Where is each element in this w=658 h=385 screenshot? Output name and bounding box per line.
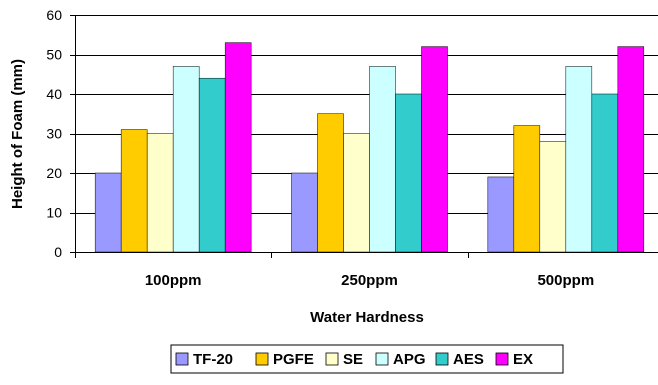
legend-label-se: SE: [343, 351, 363, 368]
x-axis-title: Water Hardness: [310, 309, 424, 326]
y-tick-label: 0: [54, 244, 62, 260]
y-tick-label: 10: [46, 205, 62, 221]
legend-label-pgfe: PGFE: [273, 351, 314, 368]
legend-swatch-tf-20: [175, 352, 189, 366]
legend: TF-20 PGFE SE APG AES EX: [170, 344, 564, 374]
x-category-label: 100ppm: [145, 272, 202, 289]
legend-label-ex: EX: [513, 351, 533, 368]
bar-pgfe-250ppm: [317, 113, 344, 253]
bar-tf-20-100ppm: [94, 172, 122, 253]
bar-ex-250ppm: [421, 46, 448, 253]
bar-aes-250ppm: [395, 93, 422, 253]
bar-tf-20-250ppm: [291, 172, 318, 253]
axes: [70, 15, 658, 258]
bar-se-100ppm: [146, 133, 174, 253]
y-tick-label: 60: [46, 7, 62, 23]
bar-tf-20-500ppm: [487, 176, 515, 253]
legend-label-apg: APG: [393, 351, 426, 368]
legend-swatch-ex: [495, 352, 509, 366]
bars: [94, 42, 645, 253]
x-category-label: 500ppm: [537, 272, 594, 289]
bar-pgfe-100ppm: [120, 129, 148, 253]
x-category-labels: 100ppm 250ppm 500ppm: [145, 272, 594, 289]
y-tick-label: 20: [46, 165, 62, 181]
y-tick-labels: 0 10 20 30 40 50 60: [46, 7, 62, 260]
legend-swatch-pgfe: [255, 352, 269, 366]
bar-aes-500ppm: [591, 93, 619, 253]
legend-label-aes: AES: [453, 351, 484, 368]
y-tick-label: 40: [46, 86, 62, 102]
y-tick-label: 30: [46, 126, 62, 142]
legend-label-tf-20: TF-20: [193, 351, 233, 368]
y-tick-label: 50: [46, 47, 62, 63]
bar-se-250ppm: [343, 133, 370, 253]
legend-swatch-aes: [435, 352, 449, 366]
bar-apg-100ppm: [172, 66, 200, 253]
bar-aes-100ppm: [198, 77, 226, 253]
bar-se-500ppm: [539, 141, 567, 253]
y-axis-title: Height of Foam (mm): [9, 59, 26, 209]
bar-ex-100ppm: [224, 42, 252, 253]
bar-ex-500ppm: [617, 46, 645, 253]
bar-apg-500ppm: [565, 66, 593, 253]
legend-items: TF-20 PGFE SE APG AES EX: [175, 351, 533, 368]
x-category-label: 250ppm: [341, 272, 398, 289]
legend-swatch-apg: [375, 352, 389, 366]
bar-pgfe-500ppm: [513, 125, 541, 253]
legend-swatch-se: [325, 352, 339, 366]
bar-apg-250ppm: [369, 66, 396, 253]
